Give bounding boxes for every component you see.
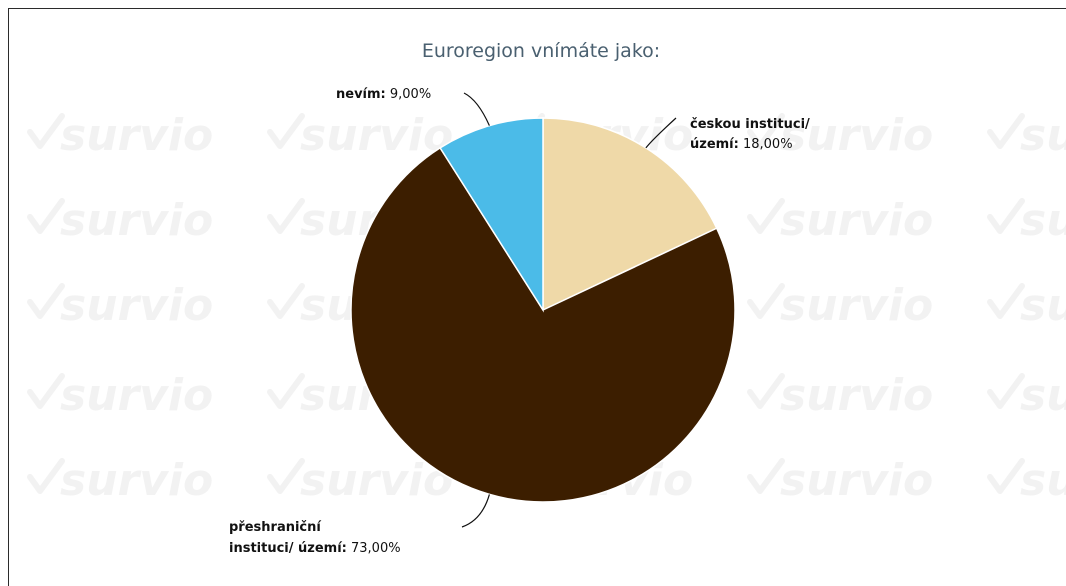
- watermark-logo: survio: [987, 110, 1066, 161]
- svg-text:survio: survio: [60, 280, 213, 331]
- svg-text:survio: survio: [780, 195, 933, 246]
- svg-text:survio: survio: [780, 110, 933, 161]
- watermark-logo: survio: [27, 370, 213, 421]
- watermark-logo: survio: [27, 195, 213, 246]
- svg-text:survio: survio: [780, 370, 933, 421]
- chart-title: Euroregion vnímáte jako:: [422, 40, 660, 62]
- pie-slice: [439, 117, 544, 313]
- svg-text:survio: survio: [1020, 110, 1066, 161]
- svg-text:survio: survio: [780, 455, 933, 506]
- svg-text:survio: survio: [60, 110, 213, 161]
- watermark-logo: survio: [987, 370, 1066, 421]
- svg-text:survio: survio: [1020, 195, 1066, 246]
- leader-line: [461, 494, 490, 528]
- svg-text:survio: survio: [780, 280, 933, 331]
- watermark-logo: survio: [267, 110, 453, 161]
- watermark-logo: survio: [747, 280, 933, 331]
- svg-text:survio: survio: [60, 370, 213, 421]
- slice-value: 9,00%: [386, 87, 431, 102]
- slice-label: přeshraniční: [229, 520, 322, 535]
- slice-label: instituci/ území: 73,00%: [229, 541, 401, 556]
- svg-text:survio: survio: [300, 110, 453, 161]
- leader-line: [645, 117, 677, 149]
- watermark-logo: survio: [987, 455, 1066, 506]
- watermark-logo: survio: [27, 110, 213, 161]
- watermark-logo: survio: [747, 455, 933, 506]
- slice-label: území: 18,00%: [690, 137, 793, 152]
- slice-label: nevím: 9,00%: [336, 87, 431, 102]
- svg-text:survio: survio: [1020, 370, 1066, 421]
- watermark-logo: survio: [27, 280, 213, 331]
- leader-line: [463, 92, 490, 126]
- watermark-logo: survio: [747, 195, 933, 246]
- pie-slice: [542, 117, 718, 312]
- pie-slice: [350, 146, 736, 503]
- pie-labels: českou instituci/území: 18,00% přeshranič…: [229, 87, 810, 556]
- watermark-logo: survio: [987, 195, 1066, 246]
- slice-label: českou instituci/: [690, 117, 810, 132]
- svg-text:survio: survio: [60, 195, 213, 246]
- watermark-logo: survio: [987, 280, 1066, 331]
- watermark-logo: survio: [747, 110, 933, 161]
- watermark-logo: survio: [27, 455, 213, 506]
- watermark-logo: survio: [747, 370, 933, 421]
- slice-value: 73,00%: [347, 541, 401, 556]
- svg-text:survio: survio: [1020, 455, 1066, 506]
- svg-text:survio: survio: [60, 455, 213, 506]
- slice-value: 18,00%: [739, 137, 793, 152]
- svg-text:survio: survio: [1020, 280, 1066, 331]
- pie-slices: [350, 117, 736, 503]
